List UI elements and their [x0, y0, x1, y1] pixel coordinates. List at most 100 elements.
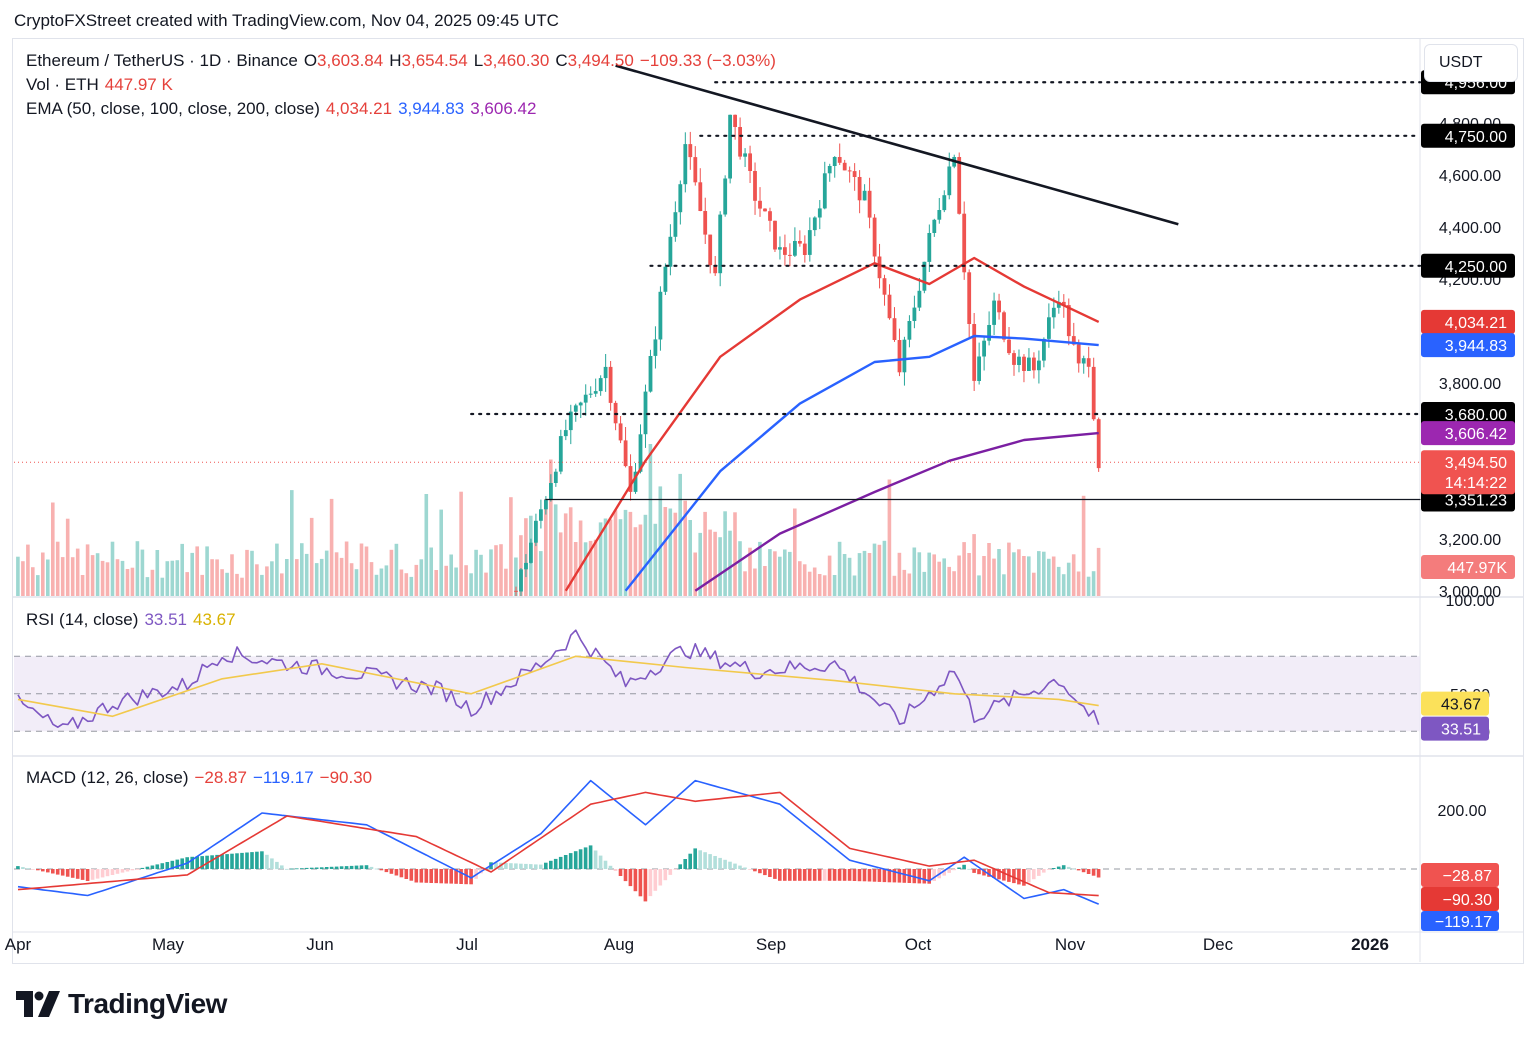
ema50-line — [564, 256, 1100, 592]
macd-histogram-bar — [85, 869, 90, 881]
macd-histogram-bar — [892, 869, 897, 883]
volume-bar — [683, 500, 687, 596]
macd-histogram-bar — [519, 863, 523, 869]
last-price-marker: 3,494.50 — [1445, 455, 1507, 472]
candle-body — [882, 278, 887, 295]
volume-marker-bg — [1421, 555, 1515, 579]
candle-body — [892, 318, 897, 340]
volume-bar — [748, 547, 752, 596]
symbol-label[interactable]: Ethereum / TetherUS · 1D · Binance — [26, 51, 298, 70]
rsi-ma-marker-bg — [1421, 691, 1489, 716]
macd-histogram-bar — [145, 866, 150, 869]
rsi-line — [17, 629, 1100, 729]
macd-histogram-bar — [265, 854, 269, 869]
candle-body — [763, 208, 767, 212]
macd-histogram-bar — [1086, 869, 1091, 874]
macd-histogram-bar — [827, 869, 832, 881]
volume-bar — [549, 459, 553, 596]
volume-bar — [359, 543, 364, 596]
volume-bar — [1012, 552, 1016, 596]
candle-body — [827, 166, 832, 174]
macd-histogram-bar — [295, 868, 299, 870]
volume-bar — [962, 542, 966, 596]
macd-histogram-bar — [618, 869, 623, 876]
macd-label[interactable]: MACD (12, 26, close) — [26, 768, 189, 787]
volume-bar — [449, 554, 453, 596]
macd-histogram-bar — [573, 851, 578, 869]
volume-bar — [872, 543, 877, 596]
volume-bar — [474, 549, 478, 596]
currency-selector[interactable]: USDT — [1424, 44, 1518, 82]
macd-histogram-bar — [852, 869, 857, 881]
volume-bar — [46, 559, 50, 596]
macd-histogram-bar — [195, 856, 199, 869]
candle-body — [668, 236, 673, 267]
volume-bar — [245, 549, 249, 596]
tradingview-logo[interactable]: TradingView — [16, 988, 227, 1020]
volume-bar — [882, 540, 887, 596]
time-axis-label: Sep — [756, 935, 786, 954]
level-price-marker: 4,750.00 — [1445, 129, 1507, 146]
volume-bar — [1056, 566, 1061, 596]
volume-bar — [1017, 549, 1021, 596]
macd-histogram-bar — [95, 869, 100, 879]
volume-bar — [987, 543, 991, 596]
macd-histogram-bar — [1037, 869, 1041, 876]
candle-body — [1012, 353, 1016, 365]
volume-marker: 447.97K — [1447, 560, 1507, 577]
volume-bar — [120, 560, 125, 596]
tradingview-logo-icon — [16, 991, 60, 1017]
time-axis-label: Apr — [5, 935, 32, 954]
volume-bar — [1027, 556, 1031, 596]
candle-body — [1051, 307, 1056, 318]
candle-body — [693, 157, 698, 183]
volume-bar — [867, 553, 872, 596]
volume-bar — [773, 551, 777, 596]
volume-bar — [583, 542, 588, 596]
candle-body — [648, 356, 653, 392]
ema-label[interactable]: EMA (50, close, 100, close, 200, close) — [26, 99, 320, 118]
volume-bar — [653, 523, 658, 596]
volume-bar — [41, 552, 45, 596]
volume-bar — [65, 518, 70, 596]
candle-body — [927, 233, 932, 262]
price-tick-label: 3,000.00 — [1439, 584, 1501, 601]
time-axis-label: Jun — [306, 935, 333, 954]
time-axis-label: Aug — [604, 935, 634, 954]
volume-label[interactable]: Vol · ETH — [26, 75, 99, 94]
volume-bar — [419, 559, 424, 596]
candle-body — [1096, 419, 1101, 469]
volume-bar — [593, 539, 598, 596]
volume-bar — [952, 571, 956, 596]
macd-histogram-bar — [349, 865, 354, 870]
candle-body — [807, 230, 812, 255]
macd-line — [17, 779, 1099, 905]
volume-bar — [309, 517, 314, 596]
rsi-label[interactable]: RSI (14, close) — [26, 610, 139, 629]
macd-histogram-bar — [1076, 869, 1081, 871]
volume-bar — [713, 531, 717, 596]
macd-histogram-bar — [713, 856, 717, 869]
candle-body — [783, 247, 787, 255]
rsi-ma-marker: 43.67 — [1441, 697, 1481, 714]
macd-histogram-bar — [270, 858, 274, 870]
macd-histogram-bar — [802, 869, 807, 881]
macd-histogram-bar — [379, 869, 384, 871]
change-value: −109.33 (−3.03%) — [639, 51, 776, 70]
volume-bar — [1022, 556, 1026, 596]
candle-body — [872, 217, 877, 257]
volume-bar — [1042, 551, 1046, 596]
candle-body — [992, 300, 996, 325]
volume-bar — [519, 535, 523, 596]
volume-bar — [613, 510, 618, 596]
macd-histogram-bar — [215, 854, 219, 869]
macd-histogram-bar — [768, 869, 772, 877]
macd-histogram-bar — [150, 865, 155, 869]
macd-histogram-bar — [255, 851, 259, 869]
macd-histogram-bar — [1032, 869, 1036, 880]
macd-histogram-bar — [504, 863, 508, 869]
chart-frame[interactable] — [12, 38, 1524, 964]
macd-histogram-bar — [539, 864, 543, 869]
macd-histogram-bar — [1071, 868, 1076, 870]
